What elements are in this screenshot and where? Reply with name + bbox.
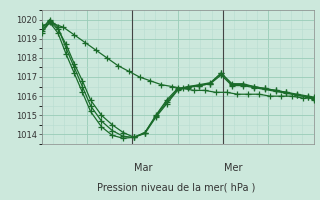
Text: Pression niveau de la mer( hPa ): Pression niveau de la mer( hPa ) [97, 182, 255, 192]
Text: Mer: Mer [224, 163, 243, 173]
Text: Mar: Mar [133, 163, 152, 173]
